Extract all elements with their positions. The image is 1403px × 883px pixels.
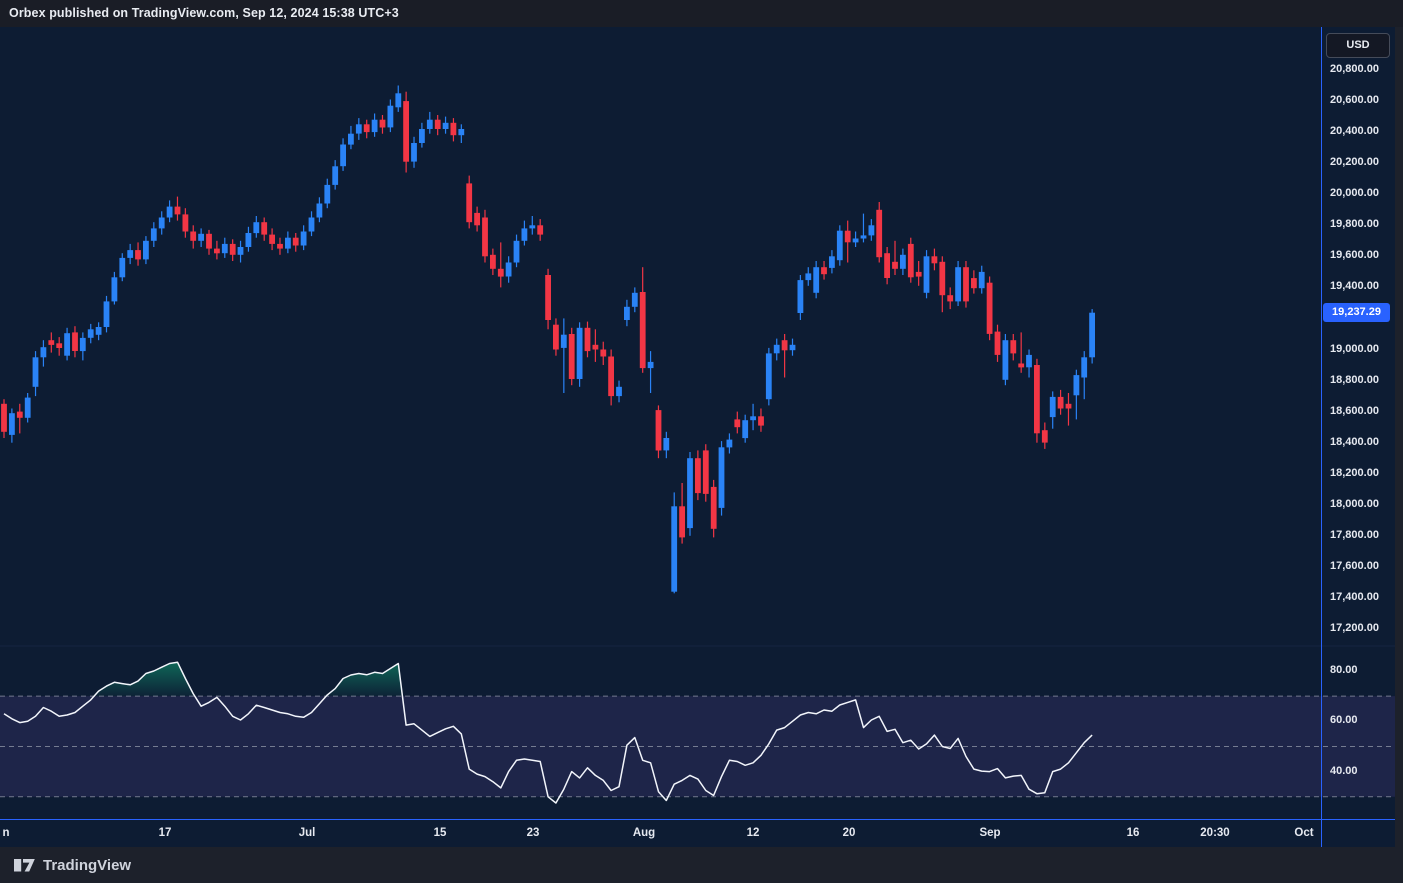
price-axis-label: 17,400.00 <box>1330 590 1379 603</box>
rsi-axis-label: 60.00 <box>1330 713 1358 726</box>
price-axis-label: 18,400.00 <box>1330 435 1379 448</box>
chart-area[interactable]: n 17 Jul 15 23 Aug 12 20 Sep 16 20:30 Oct USD 20,80… <box>0 27 1395 847</box>
tradingview-logo-icon <box>14 859 35 872</box>
price-axis-label: 19,000.00 <box>1330 342 1379 355</box>
price-axis-label: 20,600.00 <box>1330 94 1379 107</box>
currency-badge[interactable]: USD <box>1326 33 1390 58</box>
price-axis-label: 17,200.00 <box>1330 622 1379 634</box>
time-axis-label: Aug <box>632 827 656 839</box>
price-axis-label: 20,800.00 <box>1330 63 1379 75</box>
time-axis-label: Jul <box>298 827 316 839</box>
header-title: Orbex published on TradingView.com, Sep … <box>9 6 399 20</box>
price-axis-label: 20,400.00 <box>1330 125 1379 138</box>
tradingview-brand-text: TradingView <box>43 856 132 874</box>
price-axis-label: 17,600.00 <box>1330 559 1379 572</box>
rsi-axis-label: 80.00 <box>1330 664 1358 676</box>
time-axis-label: 20:30 <box>1200 827 1230 839</box>
time-axis[interactable]: n 17 Jul 15 23 Aug 12 20 Sep 16 20:30 Oct <box>0 820 1395 847</box>
time-axis-label: Oct <box>1294 827 1314 839</box>
price-axis-label: 19,400.00 <box>1330 280 1379 293</box>
currency-label: USD <box>1346 39 1370 51</box>
last-price-value: 19,237.29 <box>1332 306 1381 319</box>
price-axis-label: 18,000.00 <box>1330 497 1379 510</box>
rsi-axis-label: 40.00 <box>1330 764 1358 777</box>
time-axis-label: 12 <box>746 827 760 839</box>
price-axis-label: 19,600.00 <box>1330 249 1379 262</box>
header-bar: Orbex published on TradingView.com, Sep … <box>0 0 1403 27</box>
price-axis-label: 20,000.00 <box>1330 187 1379 200</box>
footer-bar: TradingView <box>0 847 1403 883</box>
price-axis-label: 20,200.00 <box>1330 156 1379 169</box>
last-price-tag: 19,237.29 <box>1323 303 1390 323</box>
time-axis-label: 23 <box>526 827 540 839</box>
price-axis-label: 18,800.00 <box>1330 373 1379 386</box>
price-axis-label: 18,600.00 <box>1330 404 1379 417</box>
price-axis-label: 17,800.00 <box>1330 528 1379 541</box>
time-axis-label: 20 <box>842 827 856 839</box>
time-axis-label: 17 <box>158 827 172 839</box>
price-axis-label: 19,800.00 <box>1330 218 1379 231</box>
price-axis-label: 18,200.00 <box>1330 466 1379 479</box>
chart-canvas[interactable] <box>0 27 1395 847</box>
price-axis[interactable]: USD 20,800.00 20,600.00 20,400.00 20,200.00… <box>1322 27 1395 847</box>
tradingview-link[interactable]: TradingView <box>13 856 131 874</box>
time-axis-label: Sep <box>979 827 1001 839</box>
time-axis-label: n <box>2 827 10 839</box>
time-axis-label: 15 <box>433 827 447 839</box>
time-axis-label: 16 <box>1126 827 1140 839</box>
